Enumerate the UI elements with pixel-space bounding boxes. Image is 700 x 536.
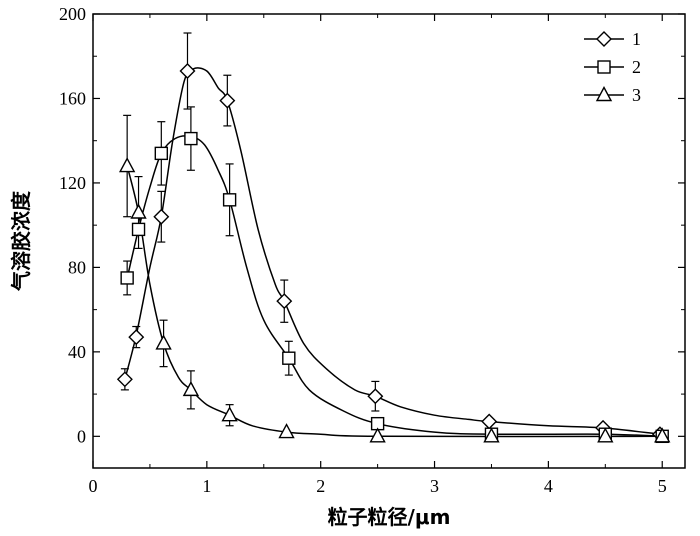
series-3-point: [597, 427, 614, 443]
legend-marker-1: [596, 31, 612, 47]
series-1-point: [128, 329, 145, 346]
data-markers: [116, 63, 671, 444]
series-3-point: [278, 423, 295, 439]
x-axis-label: 粒子粒径/μm: [328, 505, 451, 529]
series-2-point: [222, 193, 237, 207]
legend-marker-2: [597, 60, 611, 74]
legend: 1 2 3: [584, 29, 641, 105]
legend-label-1: 1: [632, 29, 641, 49]
series-3-point: [130, 203, 147, 219]
series-3-point: [654, 427, 671, 443]
series-3-point: [369, 427, 386, 443]
series-2-line: [126, 135, 663, 438]
series-1-point: [276, 293, 293, 310]
y-axis-label: 气溶胶浓度: [9, 190, 33, 292]
series-2-point: [131, 222, 146, 237]
series-3-point: [118, 157, 136, 173]
series-1-point: [367, 388, 384, 405]
series-3-line: [126, 165, 663, 438]
x-tick-label: 5: [658, 476, 667, 496]
x-tick-label: 4: [544, 476, 553, 496]
legend-label-2: 2: [632, 57, 641, 77]
error-bars: [120, 32, 380, 427]
series-1-line: [124, 67, 661, 435]
y-tick-label: 40: [68, 342, 86, 362]
series-3-point: [483, 427, 500, 443]
series-curves: [124, 67, 663, 438]
x-tick-label: 0: [89, 476, 98, 496]
plot-frame: [92, 13, 686, 469]
y-tick-label: 160: [59, 88, 86, 108]
series-1-point: [116, 371, 133, 388]
series-3-point: [221, 406, 238, 422]
axis-ticks: 0 1 2 3 4 5 0 40 80 120 160 200: [59, 4, 685, 496]
legend-label-3: 3: [632, 85, 641, 105]
series-2-point: [184, 131, 198, 146]
y-tick-label: 200: [59, 4, 86, 24]
x-tick-label: 3: [430, 476, 439, 496]
series-2-point: [120, 271, 134, 285]
series-1-point: [153, 208, 170, 225]
x-tick-label: 2: [316, 476, 325, 496]
series-1-point: [481, 413, 498, 430]
series-1-point: [179, 63, 196, 80]
legend-marker-3: [595, 86, 613, 102]
series-2-point: [154, 146, 169, 161]
series-2-point: [282, 351, 296, 365]
y-tick-label: 80: [68, 257, 86, 277]
series-3-point: [155, 334, 172, 350]
y-tick-label: 0: [77, 426, 86, 446]
series-1-point: [219, 92, 236, 109]
y-tick-label: 120: [59, 173, 86, 193]
series-3-point: [182, 380, 200, 397]
x-tick-label: 1: [202, 476, 211, 496]
